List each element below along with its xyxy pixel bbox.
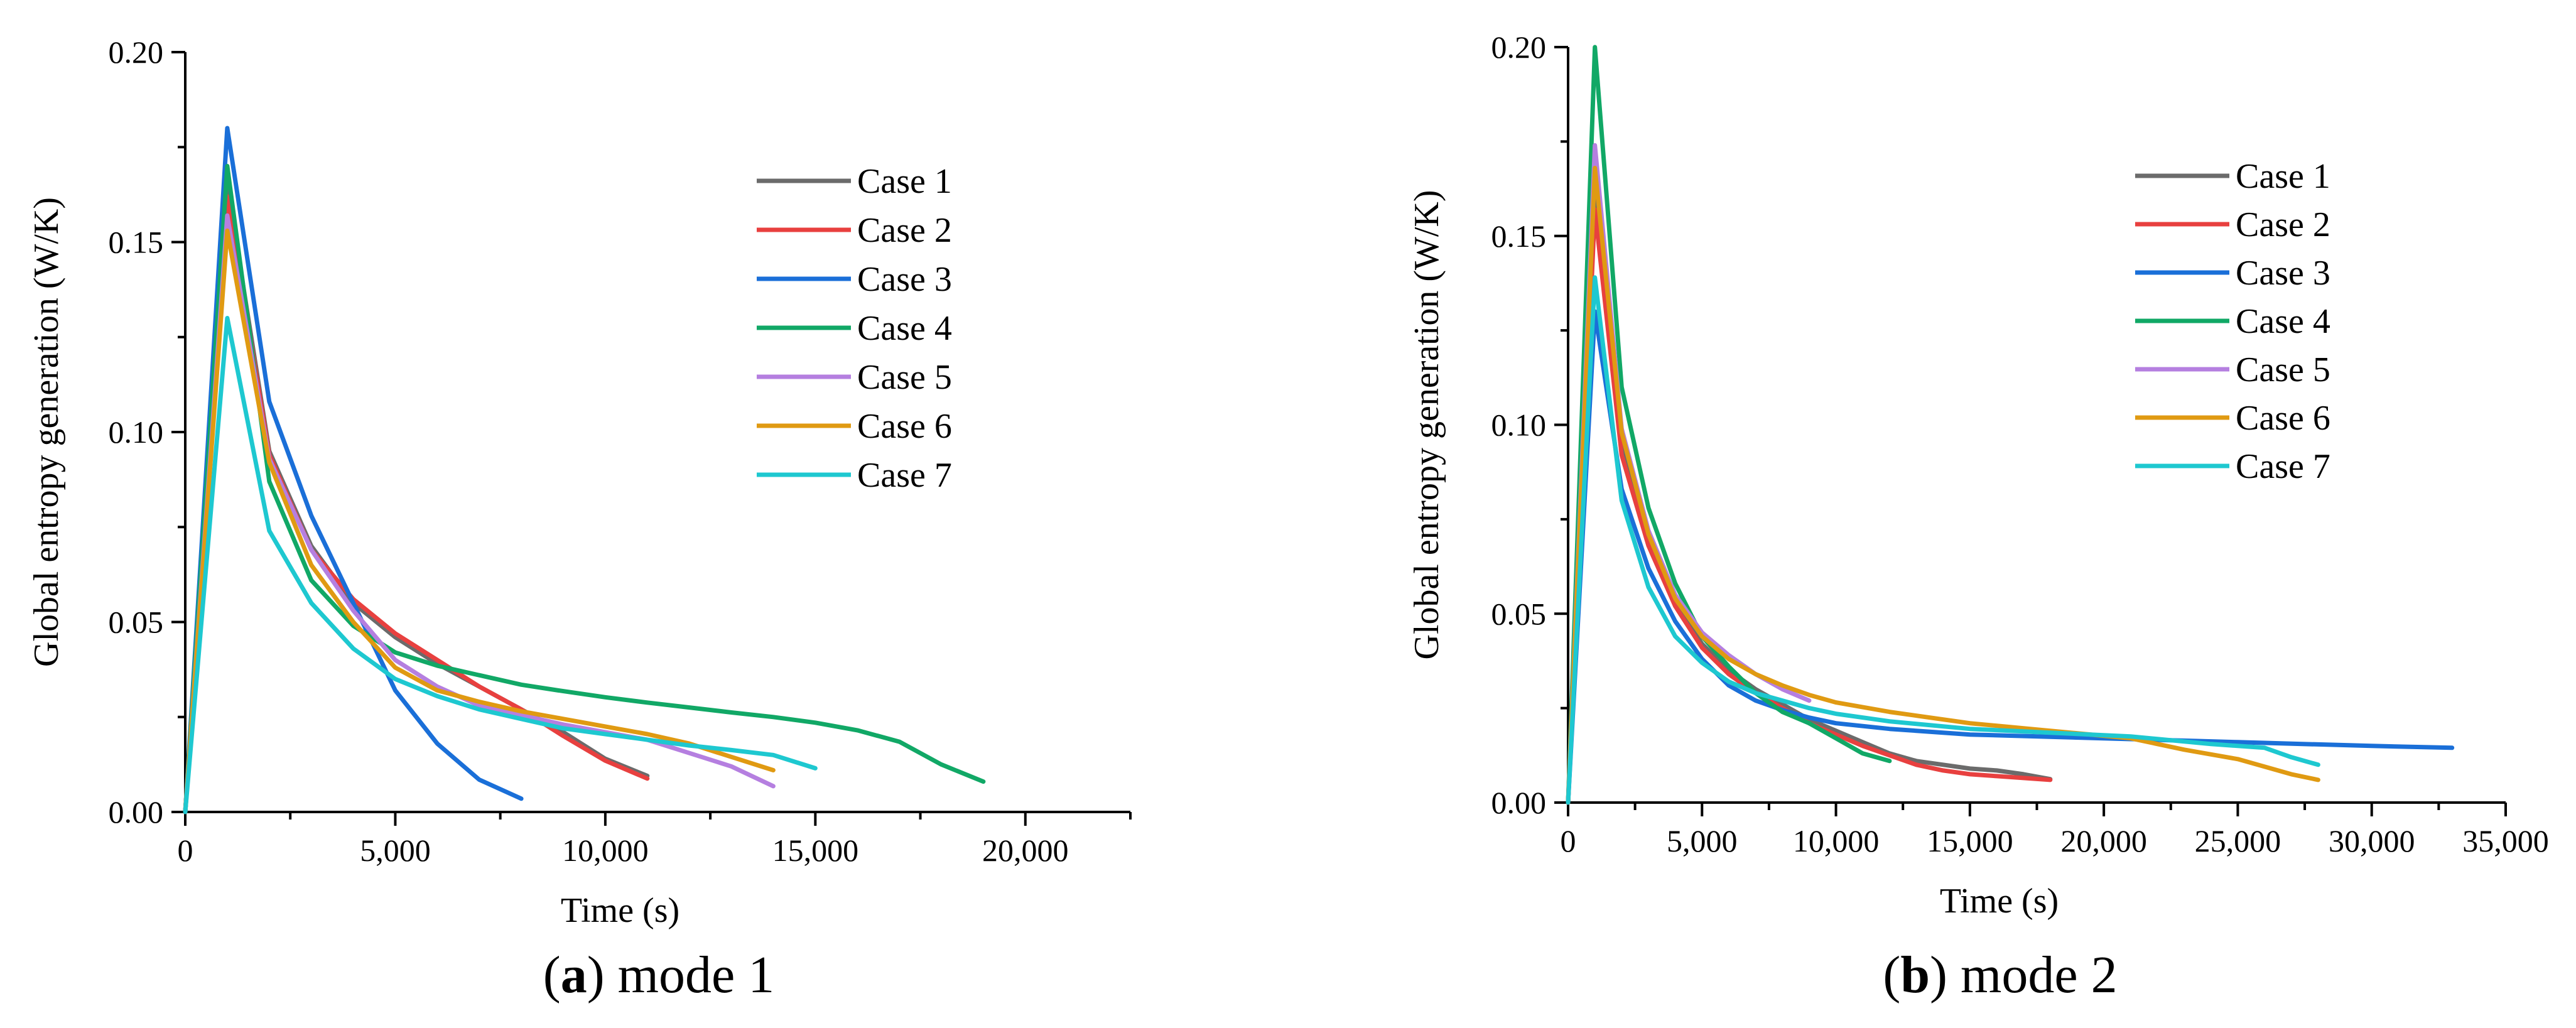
y-tick-label: 0.05: [109, 605, 164, 640]
legend-label-case-5: Case 5: [2236, 350, 2330, 389]
y-axis-title: Global entropy generation (W/K): [1407, 190, 1446, 660]
y-axis-title: Global entropy generation (W/K): [27, 197, 66, 667]
series-line-case-6: [183, 228, 776, 814]
y-tick-label: 0.15: [1491, 219, 1547, 254]
caption-letter: b: [1900, 946, 1930, 1004]
series-line-case-4: [183, 164, 986, 814]
x-tick-label: 30,000: [2329, 823, 2415, 858]
series-line-case-7: [183, 316, 818, 814]
series-line-case-5: [183, 213, 776, 814]
legend-label-case-5: Case 5: [857, 358, 952, 397]
legend: Case 1 Case 2 Case 3 Case 4 Case 5 Case 6 Case…: [757, 162, 952, 495]
series-line-case-7: [1566, 275, 2320, 805]
legend-label-case-2: Case 2: [857, 211, 952, 250]
caption-text: ) mode 1: [587, 946, 775, 1004]
series-line-case-6: [1566, 166, 2320, 805]
legend-label-case-4: Case 4: [2236, 302, 2330, 341]
y-tick-label: 0.20: [109, 35, 164, 70]
y-tick-label: 0.15: [109, 225, 164, 260]
chart-panel-1: 0 5,000 10,000 15,000 20,000 0.00 0.05 0.10 0.15…: [27, 35, 1132, 1004]
x-tick-label: 20,000: [2060, 823, 2147, 858]
x-tick-label: 35,000: [2462, 823, 2549, 858]
legend-label-case-6: Case 6: [2236, 399, 2330, 438]
chart-panel-2: 0 5,000 10,000 15,000 20,000 25,000 30,000 35,0…: [1407, 30, 2549, 1004]
y-tick-label: 0.10: [109, 414, 164, 450]
x-tick-label: 15,000: [772, 833, 859, 868]
y-tick-label: 0.00: [109, 794, 164, 830]
legend-label-case-7: Case 7: [857, 456, 952, 495]
y-tick-label: 0.10: [1491, 408, 1547, 443]
legend-label-case-2: Case 2: [2236, 205, 2330, 244]
x-tick-label: 15,000: [1927, 823, 2013, 858]
caption-open-paren: (: [543, 946, 561, 1004]
x-tick-label: 10,000: [562, 833, 649, 868]
legend-label-case-6: Case 6: [857, 407, 952, 446]
x-tick-label: 5,000: [1667, 823, 1738, 858]
y-tick-label: 0.20: [1491, 30, 1547, 65]
panel-caption: (a) mode 1: [543, 946, 775, 1004]
x-tick-label: 0: [1561, 823, 1576, 858]
legend-label-case-1: Case 1: [857, 162, 952, 201]
legend: Case 1 Case 2 Case 3 Case 4 Case 5 Case 6 Case…: [2135, 157, 2330, 486]
x-tick-label: 25,000: [2195, 823, 2281, 858]
x-tick-label: 20,000: [982, 833, 1069, 868]
x-tick-label: 0: [178, 833, 193, 868]
legend-label-case-4: Case 4: [857, 309, 952, 348]
series-line-case-4: [1566, 45, 1892, 805]
y-tick-label: 0.05: [1491, 596, 1547, 631]
series-line-case-3: [183, 126, 524, 814]
legend-label-case-3: Case 3: [2236, 254, 2330, 293]
caption-letter: a: [561, 946, 587, 1004]
y-tick-label: 0.00: [1491, 785, 1547, 820]
legend-label-case-3: Case 3: [857, 260, 952, 299]
panel-caption: (b) mode 2: [1883, 946, 2117, 1004]
legend-label-case-1: Case 1: [2236, 157, 2330, 196]
x-axis-title: Time (s): [561, 891, 679, 930]
caption-text: ) mode 2: [1930, 946, 2118, 1004]
x-tick-label: 5,000: [360, 833, 431, 868]
caption-open-paren: (: [1883, 946, 1900, 1004]
legend-label-case-7: Case 7: [2236, 447, 2330, 486]
x-tick-label: 10,000: [1793, 823, 1880, 858]
x-axis-title: Time (s): [1940, 882, 2059, 921]
